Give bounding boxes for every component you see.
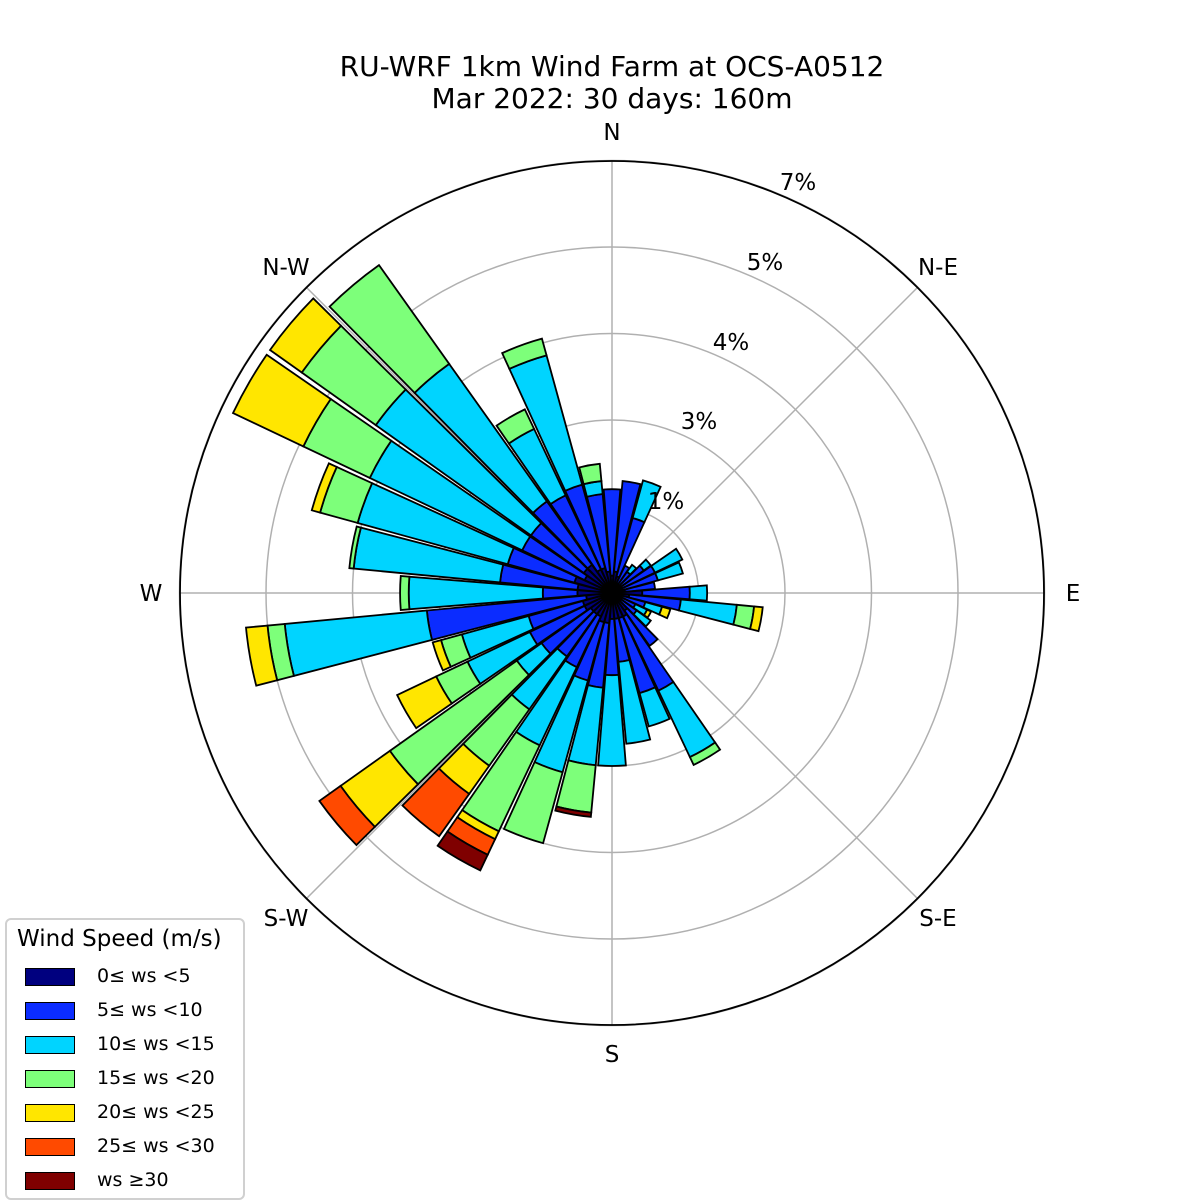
bar-dir150-bin3 [688,741,722,767]
bar-dir230-bin5 [318,784,377,847]
direction-label-s: S [605,1042,620,1068]
bar-dir0-bin1 [602,488,622,577]
legend-swatch [25,968,75,986]
legend-title: Wind Speed (m/s) [17,926,222,952]
bar-dir260-bin4 [245,624,279,687]
grid-spoke [611,592,919,900]
legend-swatch [25,1138,75,1156]
legend-swatch [25,1070,75,1088]
direction-label-n-e: N-E [918,255,958,281]
legend-label: ws ≥30 [97,1169,169,1191]
bar-dir100-bin2 [677,598,738,626]
bar-dir110-bin4 [657,605,672,620]
bar-dir200-bin3 [502,760,564,845]
bar-dir60-bin2 [649,547,684,574]
direction-label-s-w: S-W [264,906,309,932]
legend: Wind Speed (m/s) 0≤ ws <5 5≤ ws <10 10≤ ws… [5,918,245,1200]
bar-dir210-bin6 [436,830,489,872]
radial-tick-label: 4% [713,330,750,356]
legend-label: 10≤ ws <15 [97,1033,215,1055]
direction-label-w: W [140,581,163,607]
chart-title: RU-WRF 1km Wind Farm at OCS-A0512 [340,50,885,83]
direction-label-s-e: S-E [919,906,956,932]
bar-dir270-bin3 [399,575,411,611]
bar-dir320-bin3 [328,263,451,395]
legend-swatch [25,1036,75,1054]
bar-dir280-bin3 [348,525,362,570]
radial-tick-label: 7% [780,170,817,196]
bar-dir310-bin4 [268,297,343,374]
bar-dir140-bin1 [623,607,659,648]
radial-tick-label: 5% [747,250,784,276]
chart-subtitle: Mar 2022: 30 days: 160m [432,82,793,115]
legend-label: 5≤ ws <10 [97,999,203,1021]
bar-dir290-bin4 [310,462,338,514]
radial-tick-label: 1% [648,489,685,515]
legend-label: 25≤ ws <30 [97,1135,215,1157]
bar-dir300-bin4 [231,353,333,448]
legend-label: 20≤ ws <25 [97,1101,215,1123]
bar-dir70-bin2 [654,561,684,582]
bar-dir10-bin1 [613,480,642,574]
grid-spoke [611,286,919,594]
bar-dir190-bin6 [554,805,593,818]
radial-tick-label: 3% [681,409,718,435]
legend-swatch [25,1104,75,1122]
bar-dir20-bin2 [631,479,662,524]
polar-frame [179,160,1045,1026]
bar-dir250-bin4 [431,638,452,672]
bar-dir90-bin2 [688,584,709,602]
legend-label: 15≤ ws <20 [97,1067,215,1089]
direction-label-e: E [1066,581,1081,607]
direction-label-n: N [603,120,620,146]
bar-dir170-bin2 [617,658,652,745]
bar-dir260-bin2 [283,609,434,677]
bar-dir160-bin2 [638,686,671,728]
bar-dir330-bin3 [495,408,536,445]
bar-dir100-bin4 [749,605,764,633]
windrose-bars [231,263,764,872]
bar-dir350-bin3 [578,462,603,486]
polar-outer-circle [179,160,1045,1026]
legend-swatch [25,1172,75,1190]
bar-dir220-bin5 [401,767,471,838]
bar-dir240-bin4 [395,675,454,730]
legend-swatch [25,1002,75,1020]
direction-label-n-w: N-W [262,255,309,281]
bar-dir340-bin3 [500,337,548,371]
legend-label: 0≤ ws <5 [97,965,191,987]
polar-labels: N N-E E S-E S S-W W N-W 1% 3% 4% 5% 7% [140,120,1081,1068]
bar-dir180-bin2 [597,673,627,767]
